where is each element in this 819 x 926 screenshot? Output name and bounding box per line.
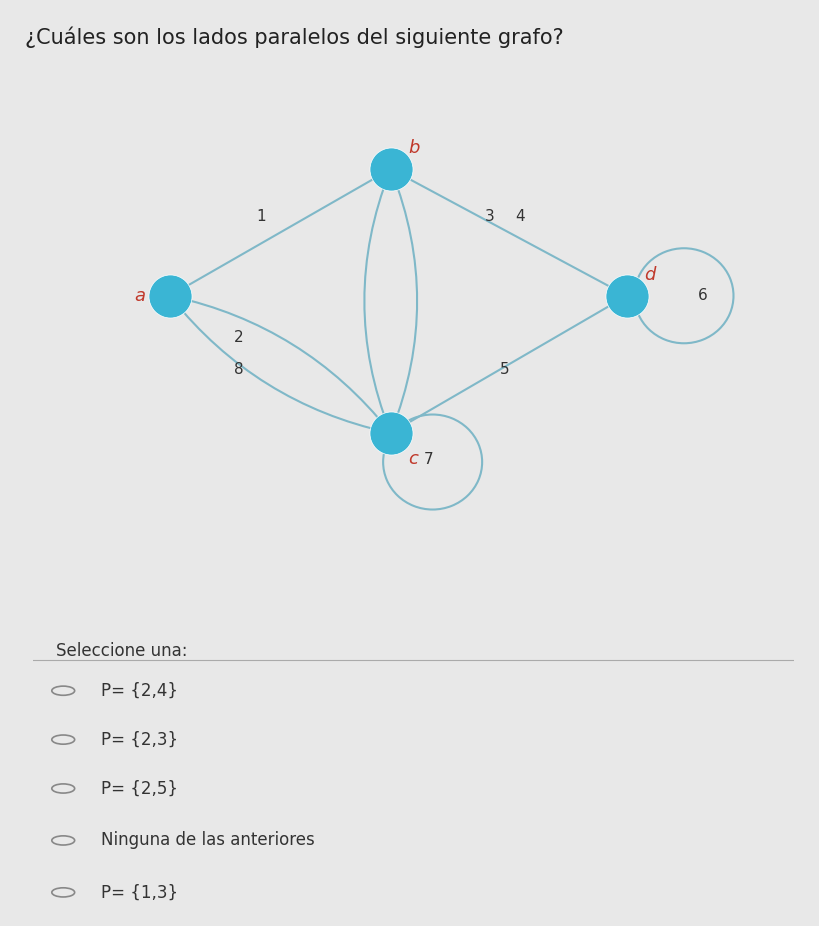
Text: 6: 6: [698, 288, 708, 303]
Point: [620, 288, 633, 303]
Text: 2: 2: [233, 331, 243, 345]
FancyArrowPatch shape: [393, 297, 624, 432]
Text: 4: 4: [515, 209, 525, 224]
Text: 5: 5: [500, 362, 509, 377]
Point: [384, 426, 397, 441]
Text: Ninguna de las anteriores: Ninguna de las anteriores: [102, 832, 315, 849]
Text: b: b: [408, 139, 419, 157]
Text: c: c: [409, 450, 419, 469]
FancyArrowPatch shape: [393, 170, 624, 294]
Point: [163, 288, 176, 303]
FancyArrowPatch shape: [172, 298, 388, 432]
FancyArrowPatch shape: [172, 170, 388, 294]
Text: P= {1,3}: P= {1,3}: [102, 883, 179, 901]
Point: [384, 162, 397, 177]
Text: P= {2,5}: P= {2,5}: [102, 780, 179, 797]
Text: 1: 1: [256, 209, 266, 224]
Text: P= {2,4}: P= {2,4}: [102, 682, 179, 700]
Text: Seleccione una:: Seleccione una:: [56, 642, 187, 660]
FancyArrowPatch shape: [391, 171, 417, 431]
FancyArrowPatch shape: [173, 296, 389, 431]
Text: 3: 3: [485, 209, 495, 224]
Text: d: d: [644, 266, 655, 283]
Text: ¿Cuáles son los lados paralelos del siguiente grafo?: ¿Cuáles son los lados paralelos del sigu…: [25, 26, 563, 48]
Text: a: a: [133, 287, 145, 305]
Text: 7: 7: [424, 452, 433, 467]
Text: P= {2,3}: P= {2,3}: [102, 731, 179, 748]
FancyArrowPatch shape: [364, 171, 390, 431]
Text: 8: 8: [233, 362, 243, 377]
